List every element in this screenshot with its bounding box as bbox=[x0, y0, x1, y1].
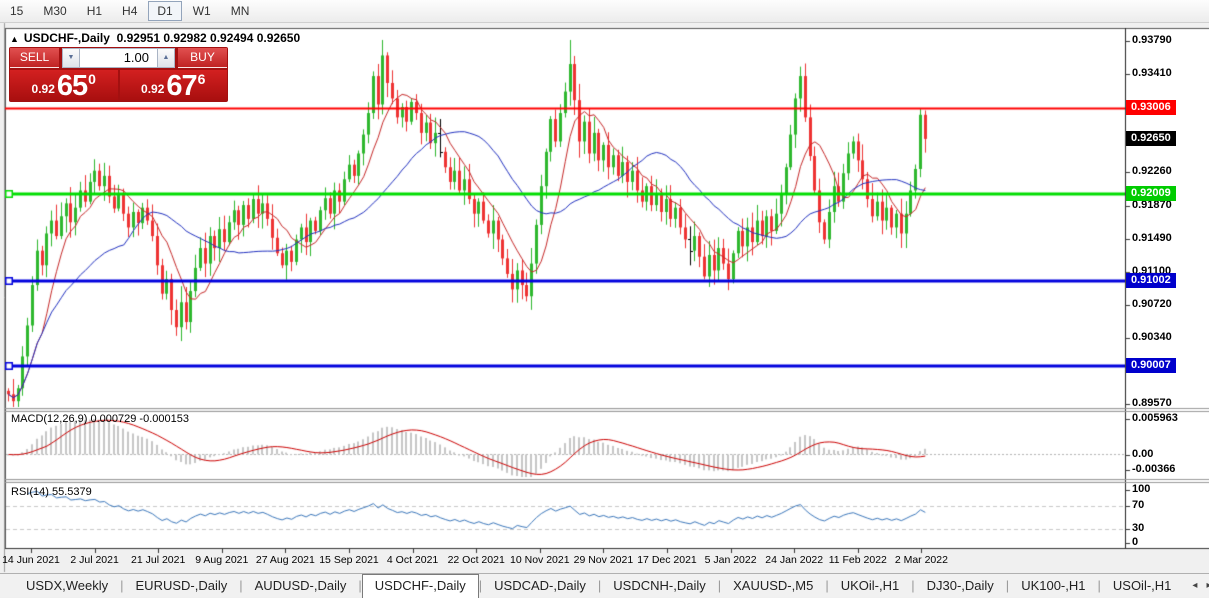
tab-scroll-left-icon[interactable]: ◂ bbox=[1192, 580, 1198, 591]
buy-price-prefix: 0.92 bbox=[141, 82, 165, 96]
price-level-badge: 0.93006 bbox=[1126, 100, 1176, 115]
price-axis-tick: 0.91490 bbox=[1132, 232, 1172, 244]
price-level-badge: 0.92650 bbox=[1126, 131, 1176, 146]
chart-tab-xauusd-m5[interactable]: XAUUSD-,M5 bbox=[733, 578, 814, 593]
buy-price-display[interactable]: 0.92 67 6 bbox=[119, 70, 227, 102]
rsi-axis-tick: 0 bbox=[1132, 536, 1139, 548]
price-level-badge: 0.90007 bbox=[1126, 358, 1176, 373]
rsi-indicator-label: RSI(14) 55.5379 bbox=[11, 486, 92, 498]
chart-tab-usdcnh-daily[interactable]: USDCNH-,Daily bbox=[613, 578, 706, 593]
macd-axis-tick: 0.005963 bbox=[1132, 412, 1178, 424]
chart-tab-usoil-h1[interactable]: USOil-,H1 bbox=[1112, 578, 1172, 593]
volume-input[interactable]: 1.00 bbox=[80, 48, 157, 68]
sell-price-display[interactable]: 0.92 65 0 bbox=[10, 70, 118, 102]
chart-tab-eurusd-daily[interactable]: EURUSD-,Daily bbox=[135, 578, 228, 593]
timeframe-button-mn[interactable]: MN bbox=[230, 4, 250, 18]
one-click-trading-panel: SELL ▼ 1.00 ▲ BUY 0.92 65 0 0.92 67 6 bbox=[9, 47, 228, 102]
price-axis-tick: 0.90340 bbox=[1132, 331, 1172, 343]
collapse-icon[interactable]: ▲ bbox=[10, 34, 19, 44]
trade-prices-row: 0.92 65 0 0.92 67 6 bbox=[10, 70, 227, 102]
trade-controls-row: SELL ▼ 1.00 ▲ BUY bbox=[10, 48, 227, 68]
date-label: 2 Mar 2022 bbox=[894, 554, 948, 566]
price-axis-tick: 0.93410 bbox=[1132, 67, 1172, 79]
chart-tab-ukoil-h1[interactable]: UKOil-,H1 bbox=[840, 578, 900, 593]
rsi-axis-tick: 70 bbox=[1132, 499, 1145, 511]
chart-tab-usdx-weekly[interactable]: USDX,Weekly bbox=[26, 578, 109, 593]
timeframe-toolbar: 15 M30 H1 H4 D1 W1 MN bbox=[0, 0, 1209, 23]
chart-tab-usdcad-daily[interactable]: USDCAD-,Daily bbox=[494, 578, 586, 593]
chart-tab-dj30-daily[interactable]: DJ30-,Daily bbox=[926, 578, 994, 593]
price-axis-tick: 0.89570 bbox=[1132, 397, 1172, 409]
chart-ohlc-values: 0.92951 0.92982 0.92494 0.92650 bbox=[116, 31, 301, 45]
chart-tab-usdchf-daily[interactable]: USDCHF-,Daily bbox=[361, 573, 479, 598]
timeframe-button-h1[interactable]: H1 bbox=[86, 4, 103, 18]
rsi-axis-tick: 100 bbox=[1132, 483, 1151, 495]
buy-button[interactable]: BUY bbox=[178, 48, 227, 68]
sell-price-superscript: 0 bbox=[88, 71, 96, 87]
macd-axis-tick: 0.00 bbox=[1132, 448, 1154, 460]
timeframe-button-m30[interactable]: M30 bbox=[43, 4, 67, 18]
chart-header: ▲ USDCHF-,Daily 0.92951 0.92982 0.92494 0… bbox=[10, 31, 300, 45]
sell-price-big: 65 bbox=[56, 70, 88, 102]
tab-scroll-arrows: ◂ ▸ bbox=[1183, 580, 1209, 591]
macd-axis-tick: -0.00366 bbox=[1132, 463, 1176, 475]
chart-tab-bar: USDX,Weekly | EURUSD-,Daily | AUDUSD-,Daily |… bbox=[0, 573, 1209, 598]
sell-button[interactable]: SELL bbox=[10, 48, 59, 68]
volume-decrease-button[interactable]: ▼ bbox=[62, 48, 80, 68]
chart-symbol-period: USDCHF-,Daily bbox=[23, 31, 110, 45]
price-level-badge: 0.92009 bbox=[1126, 186, 1176, 201]
volume-increase-button[interactable]: ▲ bbox=[157, 48, 175, 68]
chart-tab-uk100-h1[interactable]: UK100-,H1 bbox=[1021, 578, 1086, 593]
buy-price-superscript: 6 bbox=[197, 71, 206, 87]
rsi-axis-tick: 30 bbox=[1132, 522, 1145, 534]
volume-stepper: ▼ 1.00 ▲ bbox=[62, 48, 175, 68]
timeframe-button-15[interactable]: 15 bbox=[10, 4, 24, 18]
timeframe-button-d1[interactable]: D1 bbox=[148, 1, 182, 21]
price-axis-tick: 0.92260 bbox=[1132, 165, 1172, 177]
price-level-badge: 0.91002 bbox=[1126, 273, 1176, 288]
buy-price-big: 67 bbox=[166, 70, 197, 102]
price-axis-tick: 0.90720 bbox=[1132, 298, 1172, 310]
chart-tab-audusd-daily[interactable]: AUDUSD-,Daily bbox=[254, 578, 347, 593]
timeframe-button-h4[interactable]: H4 bbox=[122, 4, 138, 18]
price-axis-tick: 0.93790 bbox=[1132, 34, 1172, 46]
timeframe-button-w1[interactable]: W1 bbox=[192, 4, 211, 18]
sell-price-prefix: 0.92 bbox=[31, 82, 55, 96]
macd-indicator-label: MACD(12,26,9) 0.000729 -0.000153 bbox=[11, 413, 189, 425]
